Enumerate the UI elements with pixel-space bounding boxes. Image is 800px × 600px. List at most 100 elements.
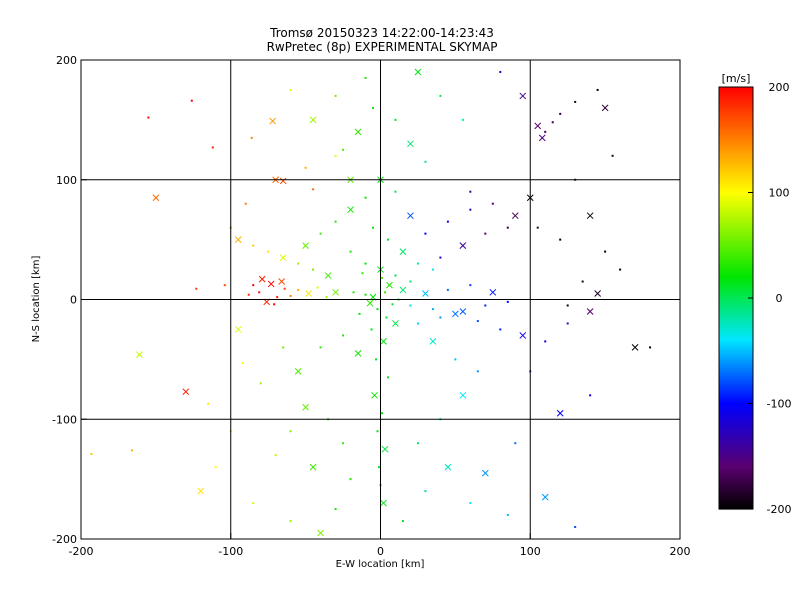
- data-point-stroke: [380, 338, 387, 345]
- data-point: [439, 316, 442, 319]
- data-point-stroke: [136, 351, 143, 358]
- data-point-x-marker: [380, 338, 387, 345]
- colorbar-segment: [719, 268, 753, 272]
- colorbar-segment: [719, 329, 753, 333]
- colorbar-segment: [719, 325, 753, 329]
- data-point-x-marker: [305, 290, 312, 297]
- colorbar-segment: [719, 420, 753, 424]
- colorbar-segment: [719, 255, 753, 259]
- colorbar-segment: [719, 175, 753, 179]
- colorbar-segment: [719, 344, 753, 348]
- data-point-stroke: [399, 286, 407, 294]
- colorbar-segment: [719, 445, 753, 449]
- colorbar-segment: [719, 441, 753, 445]
- colorbar-segment: [719, 188, 753, 191]
- data-point-x-marker: [392, 320, 399, 327]
- data-point: [431, 308, 434, 311]
- data-point-stroke: [234, 236, 242, 243]
- colorbar-segment: [719, 411, 753, 415]
- colorbar-segment: [719, 483, 753, 487]
- data-point-stroke: [586, 308, 594, 315]
- colorbar-segment: [719, 475, 753, 478]
- colorbar-segment: [719, 382, 753, 386]
- data-point: [514, 442, 517, 445]
- colorbar-segment: [719, 160, 753, 164]
- data-point-x-marker: [586, 212, 594, 220]
- data-point-x-marker: [347, 206, 354, 214]
- data-point-x-marker: [586, 308, 594, 315]
- colorbar-segment: [719, 447, 753, 451]
- data-point: [319, 232, 322, 235]
- colorbar-segment: [719, 424, 753, 428]
- data-point: [461, 118, 464, 121]
- colorbar-segment: [719, 359, 753, 362]
- data-point-stroke: [279, 177, 287, 185]
- colorbar-segment: [719, 274, 753, 278]
- data-point-x-marker: [534, 122, 542, 130]
- data-point: [559, 238, 562, 241]
- data-point: [358, 312, 361, 315]
- data-point-stroke: [511, 212, 519, 220]
- colorbar-segment: [719, 194, 753, 198]
- chart-subtitle: RwPretec (8p) EXPERIMENTAL SKYMAP: [267, 40, 498, 54]
- data-point-stroke: [519, 92, 527, 100]
- colorbar-segment: [719, 253, 753, 257]
- colorbar-segment: [719, 152, 753, 156]
- colorbar-segment: [719, 222, 753, 225]
- data-point: [619, 268, 622, 271]
- data-point: [250, 136, 253, 139]
- colorbar-segment: [719, 245, 753, 248]
- colorbar-segment: [719, 422, 753, 426]
- data-point: [499, 328, 502, 331]
- colorbar-segment: [719, 452, 753, 455]
- data-point: [364, 76, 367, 79]
- data-point: [334, 154, 337, 157]
- data-point-x-marker: [519, 92, 527, 100]
- data-point-stroke: [452, 310, 459, 318]
- colorbar-segment: [719, 230, 753, 234]
- colorbar-segment: [719, 481, 753, 485]
- data-point-x-marker: [407, 140, 414, 148]
- data-point-x-marker: [279, 254, 287, 261]
- colorbar-segment: [719, 272, 753, 276]
- data-point: [258, 291, 261, 294]
- colorbar-segment: [719, 89, 753, 92]
- data-point: [386, 238, 389, 241]
- colorbar-segment: [719, 373, 753, 377]
- data-point: [304, 166, 307, 169]
- data-point: [589, 394, 592, 397]
- colorbar-label: [m/s]: [722, 72, 751, 85]
- data-point-stroke: [182, 388, 190, 396]
- data-point: [289, 294, 292, 297]
- data-point-x-marker: [444, 463, 452, 471]
- data-point: [416, 322, 419, 325]
- colorbar-segment: [719, 390, 753, 394]
- data-point: [424, 490, 427, 493]
- colorbar-segment: [719, 369, 753, 373]
- colorbar-segment: [719, 211, 753, 215]
- colorbar-segment: [719, 262, 753, 265]
- y-axis-label: N-S location [km]: [31, 256, 42, 343]
- colorbar-segment: [719, 466, 753, 470]
- colorbar-segment: [719, 110, 753, 113]
- colorbar-segment: [719, 87, 753, 90]
- data-point: [247, 293, 250, 296]
- data-point: [383, 291, 386, 294]
- data-point: [409, 280, 412, 283]
- colorbar-segment: [719, 141, 753, 145]
- colorbar-segment: [719, 291, 753, 295]
- data-point: [244, 202, 247, 205]
- colorbar-segment: [719, 490, 753, 493]
- colorbar-segment: [719, 506, 753, 510]
- data-point-stroke: [234, 326, 242, 333]
- data-point-stroke: [429, 338, 437, 345]
- data-point: [364, 196, 367, 199]
- data-point: [380, 412, 383, 415]
- data-point: [364, 293, 367, 296]
- data-point: [611, 154, 614, 157]
- data-point: [334, 94, 337, 97]
- colorbar-segment: [719, 129, 753, 132]
- colorbar-segment: [719, 473, 753, 476]
- data-point-stroke: [414, 68, 422, 76]
- data-point-stroke: [459, 308, 467, 315]
